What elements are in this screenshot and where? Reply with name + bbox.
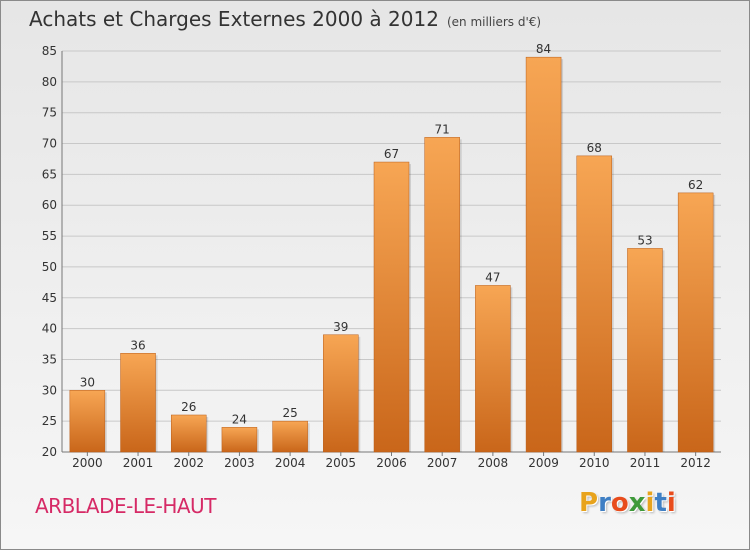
x-tick-label: 2010 bbox=[579, 456, 610, 470]
location-name: ARBLADE-LE-HAUT bbox=[35, 494, 216, 518]
logo-letter: r bbox=[598, 488, 611, 518]
y-tick-label: 40 bbox=[42, 322, 57, 336]
x-tick-label: 2012 bbox=[680, 456, 711, 470]
title-unit: (en milliers d'€) bbox=[446, 15, 542, 29]
chart-title: Achats et Charges Externes 2000 à 2012 (e… bbox=[29, 7, 541, 31]
x-tick-label: 2009 bbox=[528, 456, 559, 470]
bar bbox=[475, 285, 511, 453]
x-tick-label: 2006 bbox=[376, 456, 407, 470]
bar-value-label: 68 bbox=[587, 141, 602, 155]
y-tick-label: 50 bbox=[42, 260, 57, 274]
logo-letter: P bbox=[579, 488, 599, 518]
y-tick-label: 80 bbox=[42, 75, 57, 89]
bar bbox=[272, 420, 308, 453]
x-tick-label: 2005 bbox=[326, 456, 357, 470]
bar bbox=[424, 137, 460, 453]
bar bbox=[221, 427, 258, 453]
logo-letter: i bbox=[666, 488, 676, 518]
x-tick-label: 2011 bbox=[630, 456, 661, 470]
brand-logo: Proxiti bbox=[579, 488, 676, 518]
bar bbox=[373, 161, 410, 453]
bar bbox=[323, 334, 359, 453]
x-tick-label: 2003 bbox=[224, 456, 255, 470]
bar bbox=[627, 248, 663, 453]
y-tick-label: 30 bbox=[42, 383, 57, 397]
x-tick-label: 2004 bbox=[275, 456, 306, 470]
y-tick-label: 60 bbox=[42, 198, 57, 212]
bar bbox=[170, 414, 207, 453]
bar-value-label: 67 bbox=[384, 147, 399, 161]
bar-value-label: 24 bbox=[232, 412, 247, 426]
bar-value-label: 25 bbox=[282, 406, 297, 420]
y-tick-label: 55 bbox=[42, 229, 57, 243]
x-tick-label: 2001 bbox=[123, 456, 154, 470]
bar-value-label: 62 bbox=[688, 178, 703, 192]
bar bbox=[525, 56, 562, 453]
bar-value-label: 53 bbox=[637, 233, 652, 247]
bar-value-label: 36 bbox=[130, 338, 145, 352]
y-tick-label: 85 bbox=[42, 44, 57, 58]
bar bbox=[69, 390, 106, 453]
x-tick-label: 2000 bbox=[72, 456, 103, 470]
bar-value-label: 84 bbox=[536, 42, 551, 56]
bar bbox=[576, 155, 613, 453]
logo-letter: x bbox=[628, 488, 646, 518]
x-tick-label: 2007 bbox=[427, 456, 458, 470]
y-tick-label: 25 bbox=[42, 414, 57, 428]
y-tick-label: 75 bbox=[42, 106, 57, 120]
y-tick-label: 35 bbox=[42, 352, 57, 366]
y-tick-label: 70 bbox=[42, 137, 57, 151]
bar-value-label: 71 bbox=[435, 122, 450, 136]
bar-value-label: 47 bbox=[485, 270, 500, 284]
bar-value-label: 39 bbox=[333, 320, 348, 334]
y-tick-label: 65 bbox=[42, 167, 57, 181]
logo-letter: i bbox=[645, 488, 655, 518]
bar-value-label: 30 bbox=[80, 375, 95, 389]
logo-letter: t bbox=[654, 488, 667, 518]
title-text: Achats et Charges Externes 2000 à 2012 bbox=[29, 7, 439, 31]
logo-letter: o bbox=[610, 488, 629, 518]
bar bbox=[677, 192, 714, 453]
bar bbox=[120, 353, 156, 453]
x-tick-label: 2002 bbox=[173, 456, 204, 470]
y-tick-label: 45 bbox=[42, 291, 57, 305]
bar-value-label: 26 bbox=[181, 400, 196, 414]
x-tick-label: 2008 bbox=[478, 456, 509, 470]
y-tick-label: 20 bbox=[42, 445, 57, 459]
